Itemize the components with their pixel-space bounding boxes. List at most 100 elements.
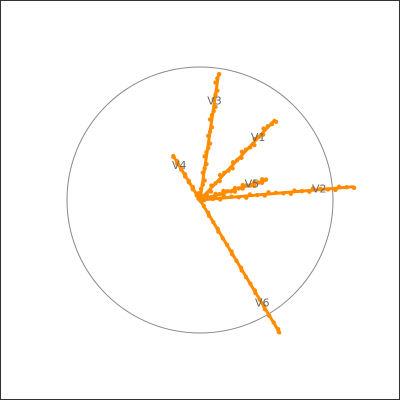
- data-point-v6: [220, 236, 225, 241]
- variable-label-v6: V6: [255, 297, 270, 310]
- data-point-v5: [252, 180, 257, 185]
- data-point-v4: [182, 171, 188, 177]
- data-point-v2: [310, 186, 316, 191]
- data-point-v1: [261, 126, 266, 131]
- data-point-v5: [232, 185, 238, 191]
- data-point-v5: [221, 192, 226, 197]
- data-point-v2: [229, 194, 234, 199]
- data-point-v6: [262, 307, 268, 312]
- data-point-v2: [236, 195, 241, 200]
- data-point-v4: [171, 153, 176, 159]
- data-point-v2: [336, 184, 342, 189]
- data-point-v2: [255, 192, 260, 198]
- data-point-v2: [247, 192, 253, 197]
- data-point-v2: [318, 186, 323, 192]
- data-point-v1: [226, 168, 231, 173]
- data-point-v6: [276, 329, 281, 335]
- data-point-v2: [244, 195, 249, 200]
- data-point-v3: [206, 133, 211, 138]
- data-point-v3: [215, 76, 220, 81]
- data-point-v5: [259, 180, 265, 185]
- variable-label-v3: V3: [207, 94, 222, 107]
- data-point-v5: [248, 183, 253, 188]
- data-point-v6: [271, 320, 276, 325]
- data-point-v1: [209, 183, 214, 188]
- data-point-v5: [228, 189, 234, 194]
- data-point-v3: [213, 92, 218, 97]
- data-point-v3: [209, 125, 215, 130]
- data-point-v1: [230, 160, 236, 165]
- data-point-v5: [252, 183, 257, 189]
- data-point-v6: [206, 213, 212, 218]
- data-point-v1: [230, 166, 235, 171]
- data-point-v3: [211, 108, 216, 114]
- data-point-v5: [255, 180, 261, 185]
- data-point-v5: [201, 194, 207, 199]
- data-point-v5: [217, 191, 222, 197]
- unit-circle: [66, 66, 334, 334]
- data-point-v4: [194, 191, 199, 196]
- data-point-v1: [273, 119, 279, 124]
- data-point-v3: [204, 149, 209, 155]
- data-point-v3: [202, 166, 207, 171]
- data-point-v5: [224, 188, 230, 194]
- data-point-v3: [207, 141, 213, 146]
- data-point-v5: [244, 183, 249, 188]
- data-point-v1: [260, 132, 266, 137]
- data-point-v1: [239, 155, 244, 161]
- data-point-v3: [211, 96, 216, 102]
- data-point-v2: [307, 189, 312, 194]
- data-point-v2: [344, 185, 349, 190]
- variable-label-v4: V4: [172, 159, 187, 172]
- data-point-v3: [206, 145, 211, 151]
- data-point-v3: [207, 129, 213, 134]
- data-point-v5: [263, 177, 269, 182]
- data-point-v2: [299, 188, 305, 194]
- variable-label-v2: V2: [312, 183, 327, 196]
- data-point-v2: [281, 191, 286, 196]
- data-point-v3: [200, 170, 206, 175]
- data-point-v2: [333, 187, 338, 193]
- data-point-v3: [213, 104, 218, 110]
- data-point-v2: [325, 187, 331, 192]
- data-point-v2: [288, 191, 294, 197]
- data-point-v4: [178, 165, 184, 171]
- data-point-v6: [211, 219, 216, 225]
- data-point-v3: [200, 182, 206, 187]
- label-layer: V1 V2 V3 V4 V5 V6: [172, 94, 327, 309]
- data-point-v5: [213, 191, 218, 197]
- data-point-v2: [217, 197, 223, 202]
- data-point-v1: [247, 145, 253, 150]
- data-point-v5: [221, 188, 226, 194]
- data-point-v1: [208, 189, 214, 194]
- variable-v5: [197, 177, 269, 203]
- arrow-layer: [171, 71, 357, 335]
- data-point-v2: [292, 188, 297, 193]
- data-point-v6: [239, 268, 244, 273]
- data-point-v6: [257, 297, 263, 302]
- variable-v6: [197, 197, 282, 335]
- data-point-v6: [234, 258, 239, 264]
- data-point-v1: [239, 149, 245, 155]
- data-point-v6: [253, 290, 258, 296]
- data-point-v3: [204, 162, 209, 167]
- data-point-v6: [267, 313, 272, 319]
- data-point-v5: [213, 195, 218, 200]
- data-point-v6: [243, 274, 249, 280]
- data-point-v3: [216, 71, 222, 77]
- data-point-v1: [222, 170, 227, 176]
- data-point-v5: [240, 182, 245, 188]
- data-point-v4: [175, 159, 180, 164]
- data-point-v1: [243, 147, 249, 152]
- data-point-v5: [236, 186, 241, 191]
- variable-label-v5: V5: [245, 177, 260, 190]
- data-point-v5: [240, 186, 245, 191]
- data-point-v3: [215, 88, 220, 93]
- data-point-v6: [216, 229, 221, 234]
- data-point-v1: [265, 124, 270, 129]
- data-point-v1: [252, 136, 257, 142]
- data-point-v6: [197, 197, 202, 202]
- data-point-v1: [256, 134, 262, 140]
- data-point-v3: [198, 186, 204, 192]
